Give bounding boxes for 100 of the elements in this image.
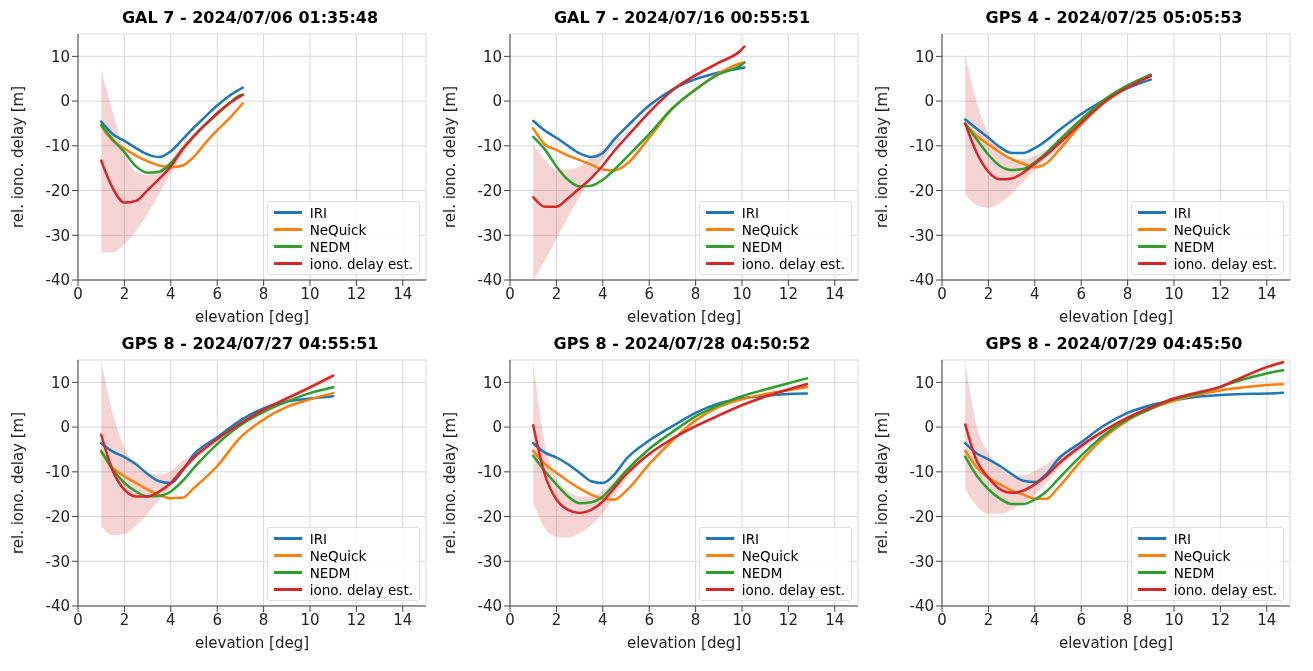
y-axis-title: rel. iono. delay [m] [9,85,28,229]
x-tick-label: 8 [258,610,269,629]
y-tick-label: -10 [477,463,502,482]
y-tick-label: -40 [909,271,934,290]
y-tick-label: -10 [909,137,934,156]
y-tick-label: 10 [482,47,502,66]
legend-label: IRI [1173,530,1192,547]
y-tick-label: -20 [45,181,70,200]
chart-title: GPS 8 - 2024/07/27 04:55:51 [120,334,380,354]
x-tick-label: 0 [73,284,83,303]
y-tick-label: -40 [477,271,502,290]
legend-label: NEDM [309,238,351,255]
x-tick-label: 4 [598,610,608,629]
legend-label: NEDM [1173,238,1215,255]
legend-label: IRI [309,204,328,221]
x-tick-label: 10 [300,284,320,303]
x-axis-title: elevation [deg] [626,634,742,652]
x-tick-label: 12 [1210,610,1230,629]
y-tick-label: -30 [909,552,934,571]
line-series [99,86,244,159]
legend-label: NEDM [741,564,783,581]
y-tick-label: 0 [492,418,502,437]
legend-label: IRI [1173,204,1192,221]
legend-label: iono. delay est. [741,255,845,272]
y-tick-label: 10 [50,47,70,66]
x-tick-label: 4 [166,610,176,629]
y-axis-title: rel. iono. delay [m] [873,411,892,555]
x-tick-label: 10 [732,284,752,303]
x-tick-label: 0 [937,284,947,303]
chart-title: GPS 8 - 2024/07/29 04:45:50 [984,334,1244,354]
y-tick-label: -20 [45,507,70,526]
x-tick-label: 2 [119,284,130,303]
x-tick-label: 12 [346,610,366,629]
y-axis-title: rel. iono. delay [m] [441,411,460,555]
legend-label: NeQuick [741,221,799,238]
legend-label: iono. delay est. [1173,581,1277,598]
y-axis-title: rel. iono. delay [m] [873,85,892,229]
x-tick-label: 14 [393,610,413,629]
x-tick-label: 12 [778,610,798,629]
y-tick-label: 10 [482,373,502,392]
x-tick-label: 8 [1122,610,1133,629]
x-tick-label: 8 [690,610,701,629]
x-tick-label: 8 [258,284,269,303]
x-tick-label: 4 [166,284,176,303]
x-tick-label: 0 [73,610,83,629]
y-tick-label: 10 [914,47,934,66]
legend-label: iono. delay est. [309,255,413,272]
legend-label: iono. delay est. [309,581,413,598]
legend-label: NeQuick [1173,547,1231,564]
y-tick-label: -10 [45,137,70,156]
y-tick-label: -30 [477,226,502,245]
x-tick-label: 2 [983,284,994,303]
y-tick-label: 0 [60,418,70,437]
y-tick-label: 0 [924,92,934,111]
x-tick-label: 6 [644,284,654,303]
x-tick-label: 12 [346,284,366,303]
line-series [99,93,244,204]
x-tick-label: 0 [505,284,515,303]
x-tick-label: 8 [1122,284,1133,303]
y-tick-label: -20 [477,181,502,200]
legend-label: NeQuick [309,547,367,564]
x-tick-label: 2 [551,610,562,629]
y-tick-label: -10 [45,463,70,482]
x-tick-label: 2 [551,284,562,303]
y-tick-label: -30 [477,552,502,571]
chart-title: GAL 7 - 2024/07/16 00:55:51 [552,8,812,28]
y-tick-label: 0 [60,92,70,111]
y-tick-label: -20 [909,507,934,526]
chart-title: GPS 4 - 2024/07/25 05:05:53 [984,8,1244,28]
y-tick-label: -40 [45,271,70,290]
x-tick-label: 2 [119,610,130,629]
legend-label: NEDM [741,238,783,255]
y-axis-title: rel. iono. delay [m] [9,411,28,555]
x-tick-label: 12 [778,284,798,303]
y-tick-label: 10 [50,373,70,392]
legend-label: iono. delay est. [1173,255,1277,272]
x-tick-label: 14 [1257,284,1277,303]
x-axis-title: elevation [deg] [1058,634,1174,652]
y-tick-label: 10 [914,373,934,392]
y-tick-label: -10 [909,463,934,482]
y-tick-label: -30 [909,226,934,245]
legend-label: IRI [741,530,760,547]
x-tick-label: 6 [1076,610,1086,629]
x-axis-title: elevation [deg] [626,308,742,326]
legend-label: NeQuick [1173,221,1231,238]
x-tick-label: 10 [300,610,320,629]
x-tick-label: 12 [1210,284,1230,303]
x-tick-label: 2 [983,610,994,629]
x-tick-label: 4 [1030,610,1040,629]
legend-label: NEDM [1173,564,1215,581]
x-tick-label: 10 [732,610,752,629]
x-tick-label: 0 [937,610,947,629]
legend-label: NeQuick [741,547,799,564]
y-tick-label: -40 [909,597,934,616]
legend-label: IRI [309,530,328,547]
x-tick-label: 6 [644,610,654,629]
y-tick-label: 0 [924,418,934,437]
x-axis-title: elevation [deg] [1058,308,1174,326]
y-axis-title: rel. iono. delay [m] [441,85,460,229]
line-series [531,45,746,208]
